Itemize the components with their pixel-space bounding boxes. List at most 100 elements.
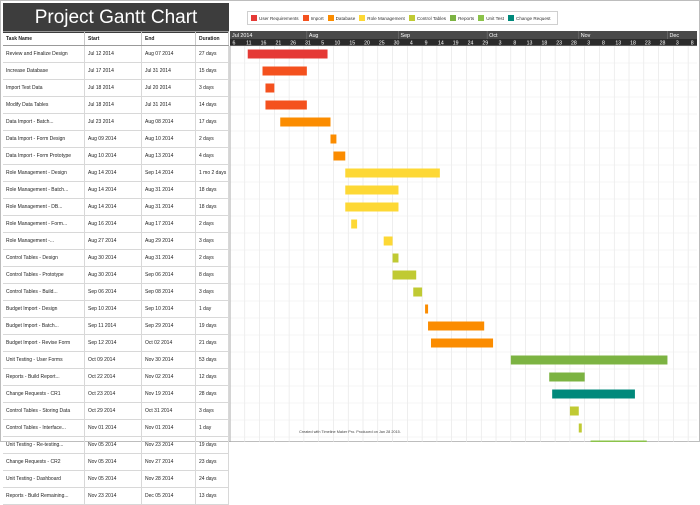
table-header: Task Name Start End Duration: [3, 31, 229, 46]
gantt-bar: [569, 406, 579, 416]
task-end-cell: Aug 08 2014: [142, 114, 196, 130]
task-end-cell: Sep 14 2014: [142, 165, 196, 181]
task-end-cell: Nov 01 2014: [142, 420, 196, 436]
task-end-cell: Jul 20 2014: [142, 80, 196, 96]
day-tick-label: 13: [527, 41, 533, 47]
legend: User Requirements Import Database Role Mana…: [247, 11, 559, 25]
table-row: Role Management -... Aug 27 2014 Aug 29 20…: [3, 233, 229, 250]
task-duration-cell: 3 days: [196, 403, 229, 419]
task-end-cell: Aug 29 2014: [142, 233, 196, 249]
gantt-bar: [578, 423, 582, 433]
gantt-bar: [345, 185, 399, 195]
day-tick-label: 3: [676, 41, 679, 47]
task-end-cell: Nov 28 2014: [142, 471, 196, 487]
task-name-cell: Role Management - Batch...: [3, 182, 85, 198]
legend-swatch: [478, 15, 485, 21]
task-name-cell: Review and Finalize Design: [3, 46, 85, 62]
legend-label: Role Management: [367, 15, 405, 21]
table-row: Import Test Data Jul 18 2014 Jul 20 2014 3 …: [3, 80, 229, 97]
day-tick-label: 21: [275, 41, 281, 47]
gantt-bar: [351, 219, 358, 229]
day-tick-label: 11: [246, 41, 251, 47]
task-start-cell: Nov 05 2014: [85, 471, 142, 487]
legend-swatch: [251, 15, 257, 21]
task-end-cell: Aug 13 2014: [142, 148, 196, 164]
table-row: Budget Import - Design Sep 10 2014 Sep 10 …: [3, 301, 229, 318]
task-start-cell: Aug 14 2014: [85, 199, 142, 215]
day-tick-label: 30: [394, 41, 400, 47]
task-name-cell: Role Management -...: [3, 233, 85, 249]
task-name-cell: Control Tables - Prototype: [3, 267, 85, 283]
task-end-cell: Jul 31 2014: [142, 63, 196, 79]
day-tick-label: 25: [379, 41, 385, 47]
table-row: Modify Data Tables Jul 18 2014 Jul 31 2014…: [3, 97, 229, 114]
day-tick-label: 23: [645, 41, 651, 47]
task-start-cell: Aug 27 2014: [85, 233, 142, 249]
task-start-cell: Jul 18 2014: [85, 97, 142, 113]
task-name-cell: Unit Testing - Dashboard: [3, 471, 85, 487]
task-name-cell: Control Tables - Design: [3, 250, 85, 266]
table-row: Role Management - Design Aug 14 2014 Sep 1…: [3, 165, 229, 182]
task-name-cell: Data Import - Form Prototype: [3, 148, 85, 164]
task-end-cell: Aug 31 2014: [142, 199, 196, 215]
task-duration-cell: 2 days: [196, 216, 229, 232]
task-duration-cell: 1 mo 2 days: [196, 165, 229, 181]
task-duration-cell: 3 days: [196, 80, 229, 96]
task-name-cell: Control Tables - Storing Data: [3, 403, 85, 419]
task-end-cell: Nov 30 2014: [142, 352, 196, 368]
gantt-bar: [262, 66, 307, 76]
month-label: Jul 2014: [232, 33, 252, 39]
task-end-cell: Oct 31 2014: [142, 403, 196, 419]
task-duration-cell: 19 days: [196, 318, 229, 334]
month-label: Sep: [400, 33, 410, 39]
task-name-cell: Modify Data Tables: [3, 97, 85, 113]
task-start-cell: Aug 14 2014: [85, 165, 142, 181]
table-row: Reports - Build Report... Oct 22 2014 Nov …: [3, 369, 229, 386]
task-duration-cell: 2 days: [196, 250, 229, 266]
chart-title: Project Gantt Chart: [3, 3, 229, 33]
month-label: Nov: [581, 33, 591, 39]
task-name-cell: Unit Testing - User Forms: [3, 352, 85, 368]
day-tick-label: 18: [630, 41, 636, 47]
table-row: Control Tables - Prototype Aug 30 2014 Sep…: [3, 267, 229, 284]
task-start-cell: Jul 12 2014: [85, 46, 142, 62]
legend-label: Import: [310, 15, 324, 21]
task-start-cell: Oct 23 2014: [85, 386, 142, 402]
day-tick-label: 4: [410, 41, 413, 47]
table-row: Control Tables - Build... Sep 06 2014 Sep …: [3, 284, 229, 301]
task-end-cell: Nov 27 2014: [142, 454, 196, 470]
legend-item: Unit Test: [478, 15, 504, 21]
task-duration-cell: 3 days: [196, 284, 229, 300]
day-tick-label: 28: [571, 41, 577, 47]
table-row: Change Requests - CR2 Nov 05 2014 Nov 27 2…: [3, 454, 229, 471]
legend-label: Unit Test: [486, 15, 504, 21]
legend-label: Control Tables: [416, 15, 447, 21]
task-end-cell: Oct 02 2014: [142, 335, 196, 351]
gantt-bar: [247, 49, 328, 59]
legend-swatch: [359, 15, 366, 21]
task-name-cell: Data Import - Form Design: [3, 131, 85, 147]
task-name-cell: Change Requests - CR2: [3, 454, 85, 470]
task-end-cell: Sep 08 2014: [142, 284, 196, 300]
task-start-cell: Oct 29 2014: [85, 403, 142, 419]
day-tick-label: 6: [233, 41, 236, 47]
day-tick-label: 10: [335, 41, 341, 47]
table-row: Reports - Build Remaining... Nov 23 2014 D…: [3, 488, 229, 505]
task-duration-cell: 15 days: [196, 63, 229, 79]
gantt-bar: [345, 202, 399, 212]
task-end-cell: Nov 19 2014: [142, 386, 196, 402]
task-end-cell: Aug 31 2014: [142, 182, 196, 198]
legend-label: User Requirements: [259, 15, 299, 21]
table-row: Review and Finalize Design Jul 12 2014 Aug…: [3, 46, 229, 63]
gantt-bar: [549, 372, 585, 382]
task-name-cell: Role Management - Design: [3, 165, 85, 181]
task-start-cell: Sep 12 2014: [85, 335, 142, 351]
legend-item: Control Tables: [408, 15, 447, 21]
legend-label: Change Request: [516, 15, 551, 21]
task-end-cell: Sep 06 2014: [142, 267, 196, 283]
task-name-cell: Budget Import - Design: [3, 301, 85, 317]
table-row: Role Management - Form... Aug 16 2014 Aug …: [3, 216, 229, 233]
day-tick-label: 3: [499, 41, 502, 47]
gantt-bar: [333, 151, 346, 161]
task-duration-cell: 1 day: [196, 420, 229, 436]
